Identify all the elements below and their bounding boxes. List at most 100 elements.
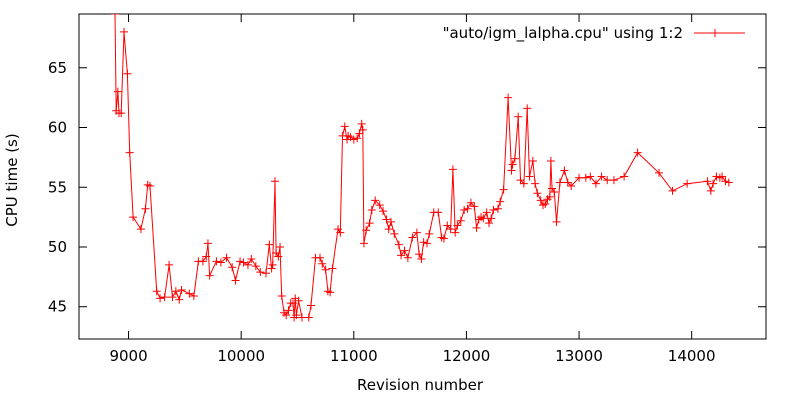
data-point-marker xyxy=(175,295,184,304)
data-point-marker xyxy=(318,259,327,268)
data-point-marker xyxy=(510,154,519,163)
data-point-marker xyxy=(129,213,138,222)
legend: "auto/igm_lalpha.cpu" using 1:2 xyxy=(443,24,745,43)
data-point-marker xyxy=(508,160,517,169)
data-point-marker xyxy=(239,258,248,267)
data-point-marker xyxy=(575,173,584,182)
series-line xyxy=(114,14,729,318)
data-point-marker xyxy=(228,263,237,272)
data-point-marker xyxy=(567,182,576,191)
data-point-marker xyxy=(359,239,368,248)
data-point-marker xyxy=(472,223,481,232)
data-point-marker xyxy=(546,156,555,165)
series-layer xyxy=(111,14,733,322)
data-point-marker xyxy=(216,258,225,267)
data-point-marker xyxy=(390,229,399,238)
data-point-marker xyxy=(683,179,692,188)
data-point-marker xyxy=(185,289,194,298)
data-point-marker xyxy=(397,251,406,260)
data-point-marker xyxy=(443,221,452,230)
y-axis-label: CPU time (s) xyxy=(3,133,21,226)
data-point-marker xyxy=(514,112,523,121)
data-point-marker xyxy=(721,177,730,186)
x-tick-label: 13000 xyxy=(555,347,603,365)
data-point-marker xyxy=(425,229,434,238)
data-point-marker xyxy=(507,166,516,175)
data-point-marker xyxy=(236,257,245,266)
y-tick-label: 50 xyxy=(48,238,67,256)
data-point-marker xyxy=(603,176,612,185)
data-point-marker xyxy=(294,296,303,305)
data-point-marker xyxy=(141,204,150,213)
data-point-marker xyxy=(168,293,177,302)
data-point-marker xyxy=(353,134,362,143)
data-point-marker xyxy=(550,188,559,197)
data-point-marker xyxy=(357,119,366,128)
data-point-marker xyxy=(386,217,395,226)
data-point-marker xyxy=(446,225,455,234)
data-point-marker xyxy=(724,178,733,187)
data-point-marker xyxy=(205,271,214,280)
data-point-marker xyxy=(365,219,374,228)
data-point-marker xyxy=(417,254,426,263)
x-tick-label: 10000 xyxy=(217,347,265,365)
data-point-marker xyxy=(552,217,561,226)
data-point-marker xyxy=(292,311,301,320)
data-point-marker xyxy=(525,172,534,181)
data-point-marker xyxy=(284,306,293,315)
data-point-marker xyxy=(655,168,664,177)
data-point-marker xyxy=(531,179,540,188)
data-point-marker xyxy=(256,268,265,277)
data-point-marker xyxy=(479,214,488,223)
data-point-marker xyxy=(487,214,496,223)
data-point-marker xyxy=(715,173,724,182)
x-tick-label: 9000 xyxy=(109,347,147,365)
data-point-marker xyxy=(288,299,297,308)
data-point-marker xyxy=(304,313,313,322)
data-point-marker xyxy=(355,129,364,138)
y-tick-label: 55 xyxy=(48,178,67,196)
data-point-marker xyxy=(453,221,462,230)
axis-ticks: 9000 10000 11000 12000 13000 14000 45 50 55 60 65 xyxy=(48,14,766,365)
plot-frame xyxy=(78,13,767,340)
x-axis-label: Revision number xyxy=(357,376,484,394)
data-point-marker xyxy=(371,196,380,205)
data-point-marker xyxy=(536,196,545,205)
data-point-marker xyxy=(415,250,424,259)
data-point-marker xyxy=(212,257,221,266)
data-point-marker xyxy=(448,165,457,174)
data-point-marker xyxy=(120,27,129,36)
data-point-marker xyxy=(541,199,550,208)
data-point-marker xyxy=(136,225,145,234)
data-point-marker xyxy=(177,286,186,295)
data-point-marker xyxy=(703,177,712,186)
data-point-marker xyxy=(203,239,212,248)
data-point-marker xyxy=(340,122,349,131)
data-point-marker xyxy=(516,176,525,185)
data-point-marker xyxy=(336,228,345,237)
data-point-marker xyxy=(403,253,412,262)
data-point-marker xyxy=(456,216,465,225)
data-point-marker xyxy=(189,291,198,300)
data-point-marker xyxy=(277,291,286,300)
data-point-marker xyxy=(276,242,285,251)
data-point-marker xyxy=(423,239,432,248)
data-point-marker xyxy=(316,253,325,262)
data-point-marker xyxy=(111,14,120,18)
data-point-marker xyxy=(274,252,283,261)
data-point-marker xyxy=(270,177,279,186)
data-point-marker xyxy=(326,288,335,297)
data-point-marker xyxy=(419,238,428,247)
data-point-marker xyxy=(499,185,508,194)
data-point-marker xyxy=(268,260,277,269)
data-point-marker xyxy=(706,186,715,195)
legend-label: "auto/igm_lalpha.cpu" using 1:2 xyxy=(443,24,683,43)
data-point-marker xyxy=(328,264,337,273)
data-point-marker xyxy=(367,205,376,214)
data-point-marker xyxy=(247,254,256,263)
data-point-marker xyxy=(504,93,513,102)
data-point-marker xyxy=(563,178,572,187)
data-point-marker xyxy=(533,189,542,198)
data-point-marker xyxy=(484,219,493,228)
